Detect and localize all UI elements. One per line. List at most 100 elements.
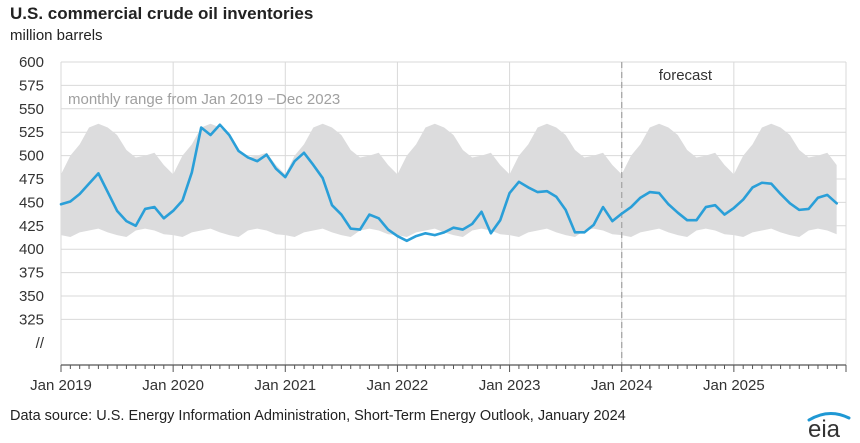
data-point bbox=[60, 203, 62, 205]
y-tick-label: 325 bbox=[19, 311, 44, 328]
y-tick-label: 425 bbox=[19, 218, 44, 235]
data-point bbox=[490, 232, 492, 234]
data-point bbox=[88, 183, 90, 185]
data-point bbox=[593, 224, 595, 226]
data-point bbox=[518, 181, 520, 183]
data-point bbox=[228, 134, 230, 136]
data-point bbox=[266, 154, 268, 156]
data-point bbox=[705, 206, 707, 208]
data-point bbox=[780, 193, 782, 195]
data-point bbox=[359, 229, 361, 231]
y-tick-label: 525 bbox=[19, 124, 44, 141]
x-tick-label: Jan 2022 bbox=[367, 377, 429, 394]
data-point bbox=[471, 223, 473, 225]
data-point bbox=[397, 235, 399, 237]
data-point bbox=[649, 191, 651, 193]
data-point bbox=[733, 207, 735, 209]
data-point bbox=[387, 229, 389, 231]
data-point bbox=[154, 206, 156, 208]
data-point bbox=[826, 194, 828, 196]
y-tick-label: 550 bbox=[19, 101, 44, 118]
x-tick-label: Jan 2021 bbox=[254, 377, 316, 394]
data-point bbox=[191, 172, 193, 174]
data-point bbox=[658, 192, 660, 194]
data-point bbox=[668, 203, 670, 205]
data-point bbox=[808, 208, 810, 210]
data-point bbox=[350, 228, 352, 230]
x-tick-label: Jan 2023 bbox=[479, 377, 541, 394]
y-tick-label: 575 bbox=[19, 77, 44, 94]
data-point bbox=[714, 204, 716, 206]
data-point bbox=[172, 210, 174, 212]
data-point bbox=[527, 187, 529, 189]
data-point bbox=[453, 227, 455, 229]
data-point bbox=[798, 209, 800, 211]
data-point bbox=[546, 190, 548, 192]
chart-plot: 600575550525500475450425400375350325//Ja… bbox=[0, 0, 860, 443]
y-tick-label: 375 bbox=[19, 265, 44, 282]
data-point bbox=[256, 160, 258, 162]
data-point bbox=[434, 234, 436, 236]
data-point bbox=[752, 187, 754, 189]
data-point bbox=[836, 202, 838, 204]
data-point bbox=[574, 231, 576, 233]
data-point bbox=[630, 206, 632, 208]
data-point bbox=[640, 197, 642, 199]
data-point bbox=[817, 197, 819, 199]
data-point bbox=[462, 229, 464, 231]
data-point bbox=[677, 212, 679, 214]
data-point bbox=[565, 209, 567, 211]
data-source-note: Data source: U.S. Energy Information Adm… bbox=[10, 408, 626, 424]
data-point bbox=[770, 183, 772, 185]
data-point bbox=[116, 210, 118, 212]
x-tick-label: Jan 2024 bbox=[591, 377, 653, 394]
data-point bbox=[602, 206, 604, 208]
data-point bbox=[238, 150, 240, 152]
data-point bbox=[406, 240, 408, 242]
data-point bbox=[210, 134, 212, 136]
data-point bbox=[742, 199, 744, 201]
data-point bbox=[724, 214, 726, 216]
monthly-range-band bbox=[61, 124, 837, 237]
data-point bbox=[107, 191, 109, 193]
data-point bbox=[219, 124, 221, 126]
data-point bbox=[275, 168, 277, 170]
data-point bbox=[284, 176, 286, 178]
data-point bbox=[443, 231, 445, 233]
data-point bbox=[322, 177, 324, 179]
forecast-label: forecast bbox=[659, 67, 713, 84]
data-point bbox=[509, 192, 511, 194]
x-tick-label: Jan 2025 bbox=[703, 377, 765, 394]
data-point bbox=[200, 127, 202, 129]
x-tick-label: Jan 2019 bbox=[30, 377, 92, 394]
data-point bbox=[340, 214, 342, 216]
data-point bbox=[135, 225, 137, 227]
data-point bbox=[378, 217, 380, 219]
y-tick-label: 600 bbox=[19, 54, 44, 71]
data-point bbox=[481, 211, 483, 213]
x-tick-label: Jan 2020 bbox=[142, 377, 204, 394]
data-point bbox=[97, 172, 99, 174]
data-point bbox=[537, 191, 539, 193]
y-tick-label: // bbox=[36, 335, 45, 352]
y-tick-label: 400 bbox=[19, 241, 44, 258]
data-point bbox=[126, 220, 128, 222]
data-point bbox=[696, 219, 698, 221]
data-point bbox=[621, 213, 623, 215]
data-point bbox=[182, 200, 184, 202]
data-point bbox=[144, 208, 146, 210]
data-point bbox=[583, 231, 585, 233]
y-tick-label: 475 bbox=[19, 171, 44, 188]
data-point bbox=[499, 219, 501, 221]
data-point bbox=[425, 232, 427, 234]
data-point bbox=[415, 235, 417, 237]
data-point bbox=[555, 196, 557, 198]
data-point bbox=[686, 219, 688, 221]
data-point bbox=[312, 164, 314, 166]
y-tick-label: 450 bbox=[19, 194, 44, 211]
data-point bbox=[611, 220, 613, 222]
data-point bbox=[294, 160, 296, 162]
eia-logo: eia bbox=[803, 408, 855, 440]
data-point bbox=[368, 214, 370, 216]
data-point bbox=[761, 182, 763, 184]
